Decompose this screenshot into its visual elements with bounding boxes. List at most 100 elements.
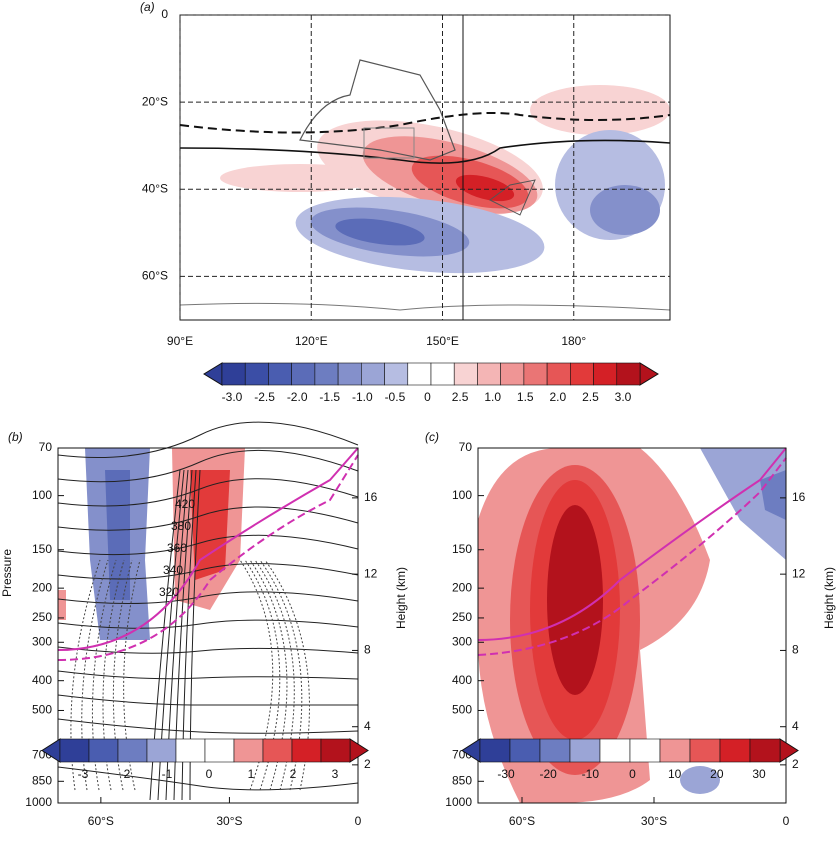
- contour-label: 340: [163, 563, 183, 577]
- y-tick-label: 250: [32, 610, 52, 624]
- x-tick-label: 30°S: [216, 814, 242, 828]
- y-tick-label: 100: [32, 488, 52, 502]
- y-tick-label: 70: [39, 440, 53, 454]
- colorbar-swatch: [430, 362, 455, 386]
- colorbar-swatch: [221, 362, 246, 386]
- y-tick-label: 100: [452, 488, 472, 502]
- contour-line: [264, 559, 310, 791]
- colorbar-end: [639, 362, 659, 386]
- colorbar-swatch: [539, 738, 571, 763]
- colorbar-label: 2.0: [549, 390, 566, 404]
- y-tick-label: 200: [32, 580, 52, 594]
- colorbar-swatch: [117, 738, 148, 763]
- plot-frame: [477, 447, 787, 804]
- y2-tick-label: 16: [792, 490, 806, 504]
- x-tick-label: 90°E: [167, 334, 193, 348]
- colorbar-swatch: [291, 362, 316, 386]
- y2-tick-label: 2: [364, 757, 371, 771]
- colorbar-swatch: [175, 738, 206, 763]
- colorbar-swatch: [407, 362, 432, 386]
- contour-line: [57, 591, 359, 605]
- map-field: [179, 15, 671, 320]
- y-tick-label: 850: [32, 773, 52, 787]
- x-tick-label: 0: [355, 814, 362, 828]
- contour-line: [57, 646, 359, 654]
- contour-line: [249, 559, 288, 791]
- colorbar-swatch: [268, 362, 292, 386]
- y2-axis-label: Height (km): [822, 567, 836, 629]
- x-tick-label: 0: [783, 814, 790, 828]
- y-tick-label: 300: [452, 634, 472, 648]
- colorbar-label: -3.0: [222, 390, 243, 404]
- contour-line: [259, 559, 303, 791]
- colorbar-swatch: [384, 362, 409, 386]
- colorbar-swatch: [233, 738, 264, 763]
- y-tick-label: 40°S: [142, 181, 168, 195]
- colorbar-swatch: [453, 362, 478, 386]
- y-tick-label: 0: [161, 7, 168, 21]
- contour-line: [57, 619, 359, 629]
- colorbar-label: -3: [78, 767, 89, 781]
- contour-label: 380: [171, 519, 191, 533]
- colorbar-swatch: [599, 738, 631, 763]
- colorbar-swatch: [629, 738, 661, 763]
- y-tick-label: 400: [32, 673, 52, 687]
- y-tick-label: 150: [32, 542, 52, 556]
- colorbar-label: -20: [539, 767, 557, 781]
- colorbar-swatch: [479, 738, 511, 763]
- contour-line: [254, 559, 295, 791]
- colorbar-swatch: [59, 738, 90, 763]
- colorbar-label: 3.0: [615, 390, 632, 404]
- contour-line: [57, 478, 359, 507]
- colorbar-swatch: [204, 738, 235, 763]
- y2-tick-label: 12: [792, 566, 806, 580]
- y2-tick-label: 2: [792, 757, 799, 771]
- y2-tick-label: 16: [364, 490, 378, 504]
- colorbar-swatch: [262, 738, 293, 763]
- x-tick-label: 120°E: [295, 334, 328, 348]
- colorbar-label: -30: [497, 767, 515, 781]
- contour-line: [244, 559, 281, 791]
- y-tick-label: 400: [452, 673, 472, 687]
- colorbar-label: -0.5: [385, 390, 406, 404]
- colorbar-swatch: [569, 738, 601, 763]
- y-tick-label: 20°S: [142, 94, 168, 108]
- colorbar-label: 1.0: [484, 390, 501, 404]
- colorbar-swatch: [570, 362, 594, 386]
- colorbar-swatch: [361, 362, 385, 386]
- colorbar-swatch: [749, 738, 781, 763]
- section-field: [477, 447, 787, 803]
- contour-line: [81, 559, 109, 791]
- y-tick-label: 250: [452, 610, 472, 624]
- y-tick-label: 60°S: [142, 269, 168, 283]
- colorbar-label: -10: [582, 767, 600, 781]
- colorbar-swatch: [320, 738, 351, 763]
- panel-label: (a): [140, 0, 155, 14]
- contour-line: [57, 534, 359, 556]
- colorbar-swatch: [659, 738, 691, 763]
- colorbar-label: -2.5: [254, 390, 275, 404]
- contour-line: [57, 449, 359, 483]
- colorbar-label: 2.5: [582, 390, 599, 404]
- contour-line: [102, 559, 125, 791]
- colorbar-label: 1: [248, 767, 255, 781]
- contour-line: [57, 670, 359, 680]
- x-tick-label: 30°S: [641, 814, 667, 828]
- colorbar-swatch: [523, 362, 548, 386]
- colorbar-swatch: [500, 362, 525, 386]
- colorbar-label: -2: [120, 767, 131, 781]
- colorbar-swatch: [244, 362, 269, 386]
- contour-label: 320: [159, 585, 179, 599]
- contour-line: [112, 559, 133, 791]
- colorbar-label: -2.0: [287, 390, 308, 404]
- contour-label: 360: [167, 541, 187, 555]
- panel-label: (b): [8, 430, 23, 444]
- y-tick-label: 1000: [25, 795, 52, 809]
- colorbar-label: -1.0: [352, 390, 373, 404]
- y-tick-label: 70: [459, 440, 473, 454]
- colorbar-label: -1.5: [319, 390, 340, 404]
- contour-line: [57, 718, 359, 734]
- colorbar-label: 2: [290, 767, 297, 781]
- y-tick-label: 300: [32, 634, 52, 648]
- colorbar-swatch: [689, 738, 721, 763]
